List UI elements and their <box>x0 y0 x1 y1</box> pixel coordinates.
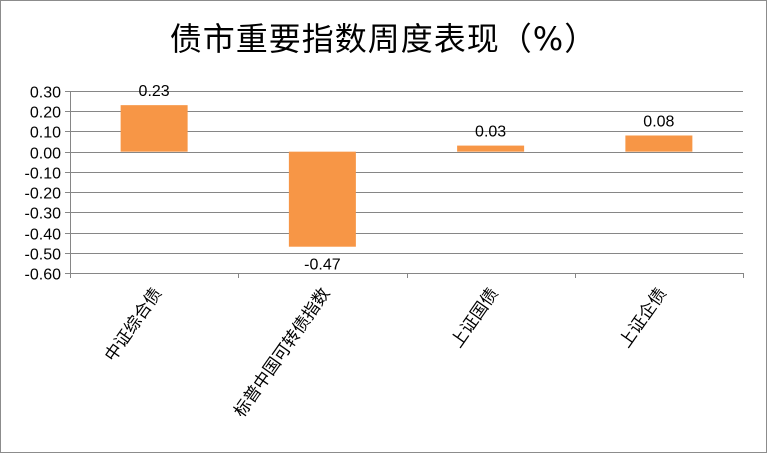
y-tick-label: -0.20 <box>25 186 62 203</box>
data-label: 0.23 <box>139 83 170 100</box>
y-tick-label: -0.60 <box>25 267 62 284</box>
y-tick-label: -0.50 <box>25 247 62 264</box>
y-tick-label: -0.30 <box>25 206 62 223</box>
bar <box>120 105 188 152</box>
data-label: 0.03 <box>475 124 506 141</box>
bars <box>120 105 693 247</box>
bar <box>625 135 693 152</box>
data-label: 0.08 <box>643 113 674 130</box>
y-tick-label: 0.20 <box>30 105 61 122</box>
y-tick-label: 0.00 <box>30 146 61 163</box>
data-labels: 0.23 -0.47 0.03 0.08 <box>139 83 675 274</box>
y-tick-label: 0.10 <box>30 125 61 142</box>
chart-title: 债市重要指数周度表现（%） <box>169 20 598 58</box>
data-label: -0.47 <box>304 257 341 274</box>
gridlines <box>70 91 743 274</box>
category-label: 上证企债 <box>616 284 671 351</box>
category-labels: 中证综合债 标普中国可转债指数 上证国债 上证企债 <box>101 284 671 421</box>
bar <box>288 151 356 247</box>
y-tick-label: -0.40 <box>25 227 62 244</box>
y-tick-label: -0.10 <box>25 166 62 183</box>
bar <box>457 145 525 152</box>
category-label: 上证国债 <box>447 284 502 351</box>
category-label: 中证综合债 <box>101 284 166 365</box>
y-axis: 0.30 0.20 0.10 0.00 -0.10 -0.20 -0.30 -0.40 -0.5… <box>25 85 744 284</box>
category-label: 标普中国可转债指数 <box>230 284 334 421</box>
y-tick-label: 0.30 <box>30 85 61 102</box>
